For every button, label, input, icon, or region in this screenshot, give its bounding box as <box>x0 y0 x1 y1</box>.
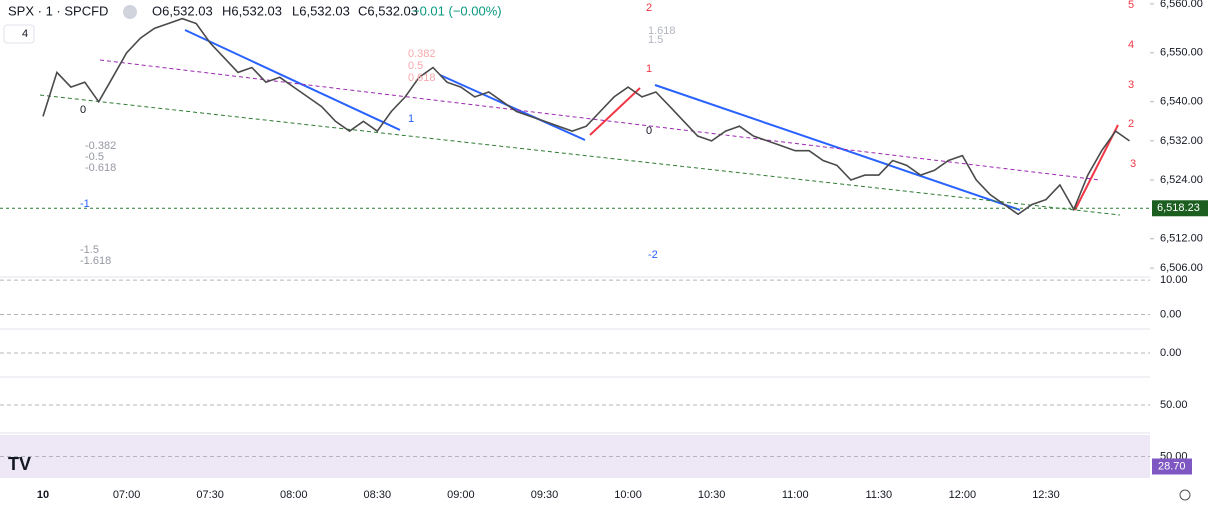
fib-label: 5 <box>1128 0 1134 11</box>
fib-label: 0.5 <box>408 60 423 72</box>
fib-label: 0.382 <box>408 48 436 60</box>
fib-label: -0.618 <box>85 162 116 174</box>
trend-lines <box>39 29 1121 216</box>
fib-label: 2 <box>646 2 652 14</box>
fib-label: 1.618 <box>648 25 676 37</box>
trend-line <box>654 84 1021 211</box>
y-tick-label: 6,550.00 <box>1160 47 1203 59</box>
logo: TV <box>8 454 31 474</box>
value-badge <box>1152 458 1192 475</box>
plot-bg <box>0 0 1150 506</box>
x-tick-label: 07:00 <box>113 489 141 501</box>
fib-label: -1.5 <box>80 244 99 256</box>
trend-line <box>184 29 401 131</box>
fib-label: 3 <box>1128 79 1134 91</box>
ohlc-high: H6,532.03 <box>222 3 282 18</box>
fib-label: -1 <box>80 198 90 210</box>
fib-label: 0.618 <box>408 72 436 84</box>
fib-label: 1.5 <box>648 34 663 46</box>
y-tick-label: 6,560.00 <box>1160 0 1203 10</box>
x-tick-label: 12:00 <box>949 489 977 501</box>
fib-label: 4 <box>1128 39 1134 51</box>
settings-icon[interactable] <box>1179 489 1191 501</box>
fib-label: -2 <box>648 249 658 261</box>
ohlc-open: O6,532.03 <box>152 3 213 18</box>
x-tick-label: 11:00 <box>782 489 809 501</box>
ohlc-change: −0.01 (−0.00%) <box>412 3 502 18</box>
eye-icon[interactable] <box>123 5 137 19</box>
x-tick-label: 10:00 <box>614 489 642 501</box>
fib-label: -0.382 <box>85 140 116 152</box>
y-tick-label: 6,532.00 <box>1160 135 1203 147</box>
fib-label: 0 <box>80 104 86 116</box>
x-tick-label: 09:30 <box>531 489 559 501</box>
x-tick-label: 07:30 <box>196 489 224 501</box>
y-tick-label: 6,524.00 <box>1160 174 1203 186</box>
x-tick-label: 10 <box>37 489 49 501</box>
y-tick-label: 10.00 <box>1160 274 1188 286</box>
y-tick-label: 0.00 <box>1160 347 1181 359</box>
price-line-series <box>42 17 1130 216</box>
fib-label: 0 <box>646 125 652 137</box>
fib-label: 1 <box>646 63 652 75</box>
y-tick-label: 6,540.00 <box>1160 96 1203 108</box>
trend-line <box>39 94 1121 216</box>
price-badge <box>1152 200 1208 217</box>
fib-label: 1 <box>408 113 414 125</box>
ohlc-low: L6,532.03 <box>292 3 350 18</box>
x-tick-label: 08:30 <box>364 489 392 501</box>
price-badge-label: 6,518.23 <box>1157 202 1200 214</box>
fib-label: 2 <box>1128 118 1134 130</box>
fib-label: 3 <box>1130 158 1136 170</box>
trend-line <box>589 87 641 136</box>
collapse-button[interactable] <box>3 24 35 44</box>
x-tick-label: 12:30 <box>1032 489 1060 501</box>
x-tick-label: 11:30 <box>865 489 892 501</box>
y-tick-label: 6,506.00 <box>1160 262 1203 274</box>
y-tick-label: 6,512.00 <box>1160 233 1203 245</box>
x-tick-label: 10:30 <box>698 489 726 501</box>
x-tick-label: 08:00 <box>280 489 308 501</box>
x-tick-label: 09:00 <box>447 489 475 501</box>
fib-label: -0.5 <box>85 151 104 163</box>
y-tick-label: 50.00 <box>1160 399 1188 411</box>
badge: 4 <box>22 28 28 40</box>
ohlc-close: C6,532.03 <box>358 3 418 18</box>
fib-label: -1.618 <box>80 255 111 267</box>
y-tick-label: 0.00 <box>1160 308 1181 320</box>
symbol: SPX · 1 · SPCFD <box>8 3 108 18</box>
trend-line <box>439 74 586 141</box>
value-badge-label: 28.70 <box>1158 460 1186 472</box>
